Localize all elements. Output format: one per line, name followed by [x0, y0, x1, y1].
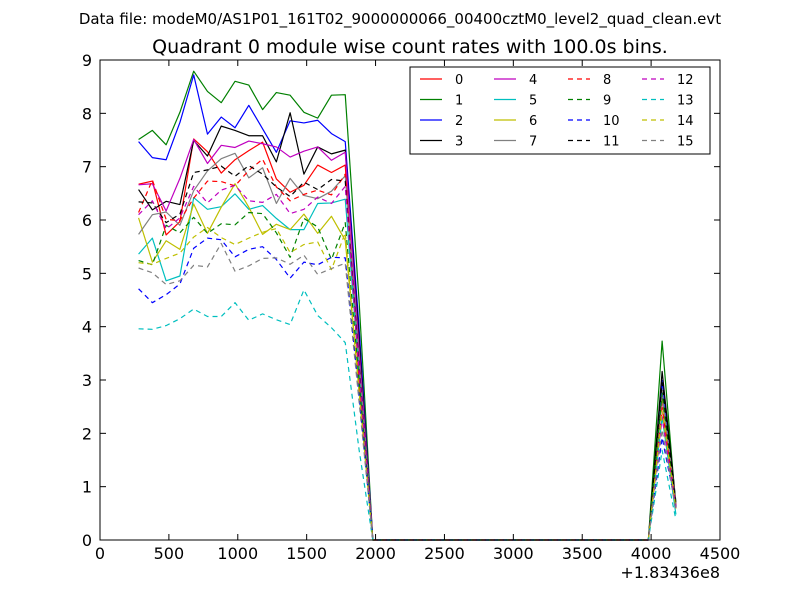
legend-label-11: 11 — [603, 135, 620, 150]
legend-label-10: 10 — [603, 114, 620, 129]
y-tick-label: 7 — [82, 158, 92, 177]
legend-label-2: 2 — [455, 114, 463, 129]
x-offset-label: +1.83436e8 — [620, 563, 720, 582]
x-tick-label: 1500 — [286, 544, 327, 563]
series-line-0 — [138, 138, 677, 541]
series-line-3 — [138, 112, 677, 541]
series-line-14 — [138, 226, 677, 541]
legend-label-12: 12 — [677, 73, 694, 88]
series-line-4 — [138, 138, 677, 541]
y-tick-label: 2 — [82, 424, 92, 443]
legend-label-3: 3 — [455, 135, 463, 150]
legend-label-15: 15 — [677, 135, 694, 150]
series-line-13 — [138, 289, 677, 541]
series-line-5 — [138, 193, 677, 541]
x-tick-label: 2500 — [424, 544, 465, 563]
legend-label-8: 8 — [603, 73, 611, 88]
suptitle: Data file: modeM0/AS1P01_161T02_90000000… — [79, 10, 721, 29]
y-tick-label: 3 — [82, 371, 92, 390]
series-line-11 — [138, 165, 677, 541]
x-tick-label: 4000 — [631, 544, 672, 563]
y-tick-label: 0 — [82, 531, 92, 550]
legend-box — [409, 66, 711, 155]
x-tick-label: 1000 — [217, 544, 258, 563]
legend-label-6: 6 — [529, 114, 537, 129]
x-tick-label: 0 — [95, 544, 105, 563]
x-tick-label: 3000 — [493, 544, 534, 563]
series-line-10 — [138, 237, 677, 541]
chart-title: Quadrant 0 module wise count rates with … — [152, 36, 668, 58]
legend-label-7: 7 — [529, 135, 537, 150]
axis-ticks: 0 500 1000 1500 2000 2500 3000 3500 4000 45000123… — [82, 51, 741, 563]
legend-label-13: 13 — [677, 94, 694, 109]
y-tick-label: 1 — [82, 478, 92, 497]
y-tick-label: 4 — [82, 318, 92, 337]
x-tick-label: 2000 — [355, 544, 396, 563]
series-layer — [138, 70, 677, 541]
series-line-15 — [138, 242, 677, 541]
y-tick-label: 5 — [82, 264, 92, 283]
legend-label-9: 9 — [603, 94, 611, 109]
series-line-12 — [138, 184, 677, 541]
y-tick-label: 8 — [82, 104, 92, 123]
legend-label-5: 5 — [529, 94, 537, 109]
x-tick-label: 3500 — [562, 544, 603, 563]
plot-frame — [99, 59, 721, 541]
series-line-6 — [138, 183, 677, 541]
legend-label-1: 1 — [455, 94, 463, 109]
x-tick-label: 500 — [154, 544, 185, 563]
y-tick-label: 6 — [82, 211, 92, 230]
x-tick-label: 4500 — [700, 544, 741, 563]
legend-label-4: 4 — [529, 73, 537, 88]
series-line-9 — [138, 211, 677, 541]
series-line-8 — [138, 158, 677, 541]
legend-label-0: 0 — [455, 73, 463, 88]
legend-label-14: 14 — [677, 114, 694, 129]
y-tick-label: 9 — [82, 51, 92, 70]
